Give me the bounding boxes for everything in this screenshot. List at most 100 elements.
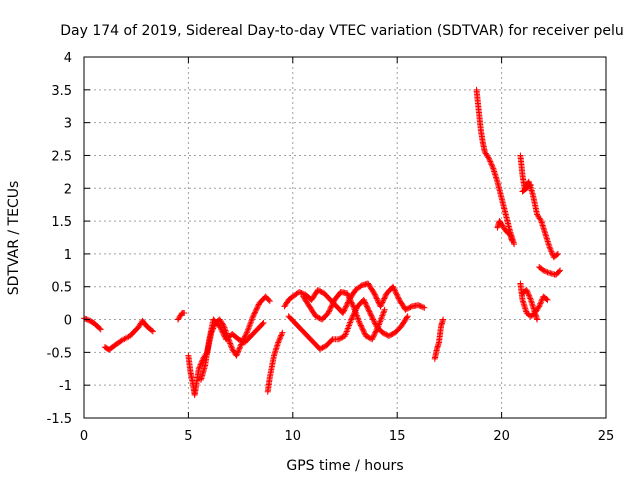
data-point [199,357,206,364]
data-point [226,339,233,346]
data-point [275,338,282,345]
data-point [345,294,352,301]
data-point [526,294,533,301]
data-point [353,310,360,317]
data-point [523,287,530,294]
data-point [97,326,104,333]
data-point [371,319,378,326]
data-point [540,267,547,274]
data-point [364,333,371,340]
data-point [373,295,380,302]
data-point [354,315,361,322]
data-point [247,320,254,327]
data-point [234,351,241,358]
data-point [380,298,387,305]
data-point [344,326,351,333]
data-point [315,314,322,321]
data-point [394,292,401,299]
data-point [298,290,305,297]
data-point [371,291,378,298]
data-point [296,288,303,295]
data-point [235,348,242,355]
data-point [275,339,282,346]
data-point [381,306,388,313]
x-tick-label: 25 [598,429,615,444]
data-point [374,325,381,332]
data-point [363,302,370,309]
data-point [537,300,544,307]
data-point [538,297,545,304]
data-point [382,292,389,299]
data-point [376,320,383,327]
data-point [369,336,376,343]
data-point [368,313,375,320]
data-point [356,318,363,325]
data-point [374,298,381,305]
data-point [345,292,352,299]
data-point [327,304,334,311]
data-point [253,306,260,313]
data-point [526,182,533,189]
data-point [362,299,369,306]
data-point [216,323,223,330]
data-point [236,345,243,352]
data-point [543,296,550,303]
data-point [420,304,427,311]
data-point [372,328,379,335]
data-point [254,304,261,311]
data-point [350,303,357,310]
data-point [488,161,495,168]
data-point [381,294,388,301]
data-point [378,314,385,321]
data-point [373,327,380,334]
data-point [197,362,204,369]
data-point [276,335,283,342]
data-point [359,325,366,332]
data-point [366,308,373,315]
y-tick-label: 3 [64,117,72,132]
data-point [297,289,304,296]
data-point [361,330,368,337]
data-point [347,318,354,325]
data-point [350,304,357,311]
data-point [329,300,336,307]
data-point [544,296,551,303]
data-point [260,319,267,326]
data-point [265,297,272,304]
data-point [393,291,400,298]
data-point [351,306,358,313]
data-point [372,292,379,299]
y-tick-label: -1 [59,379,72,394]
data-point [388,331,395,338]
plot-frame [83,56,607,419]
data-point [549,249,556,256]
data-point [489,162,496,169]
data-point [278,332,285,339]
data-point [541,267,548,274]
y-tick-label: 0.5 [51,281,72,296]
data-point [347,298,354,305]
data-point [373,294,380,301]
data-point [395,295,402,302]
data-point [338,334,345,341]
data-point [320,344,327,351]
data-point [349,302,356,309]
data-point [527,181,534,188]
data-point [546,244,553,251]
data-point [371,290,378,297]
data-point [382,330,389,337]
data-point [196,364,203,371]
data-point [345,322,352,329]
data-point [342,304,349,311]
data-point [343,329,350,336]
data-point [339,334,346,341]
data-point [346,321,353,328]
data-point [365,307,372,314]
data-point [335,336,342,343]
x-tick-label: 5 [184,429,192,444]
data-point [509,237,516,244]
data-point [377,318,384,325]
data-point [375,321,382,328]
data-point [390,285,397,292]
